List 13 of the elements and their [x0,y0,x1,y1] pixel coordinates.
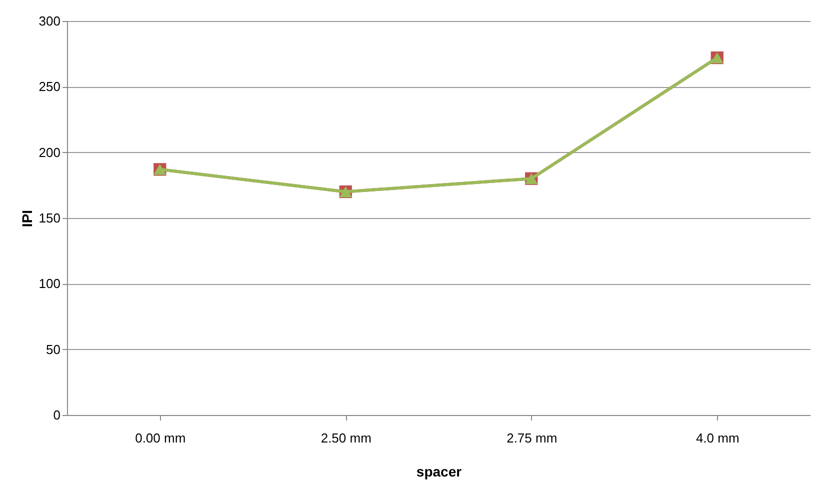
y-tick-label: 0 [53,408,60,422]
y-axis-title: IPI [18,210,35,228]
x-tick-label: 2.50 mm [320,430,372,446]
x-tick-label: 2.75 mm [506,430,558,446]
x-tick-label: 4.0 mm [696,430,740,446]
y-tick-label: 200 [38,144,60,160]
y-tick-label: 300 [38,14,60,28]
y-tick-label: 50 [46,342,60,357]
y-tick-label: 150 [38,210,60,226]
y-tick-label: 250 [38,79,60,94]
x-tick-label: 0.00 mm [135,430,186,446]
y-tick-label: 100 [38,276,60,292]
x-axis-title: spacer [416,464,462,480]
